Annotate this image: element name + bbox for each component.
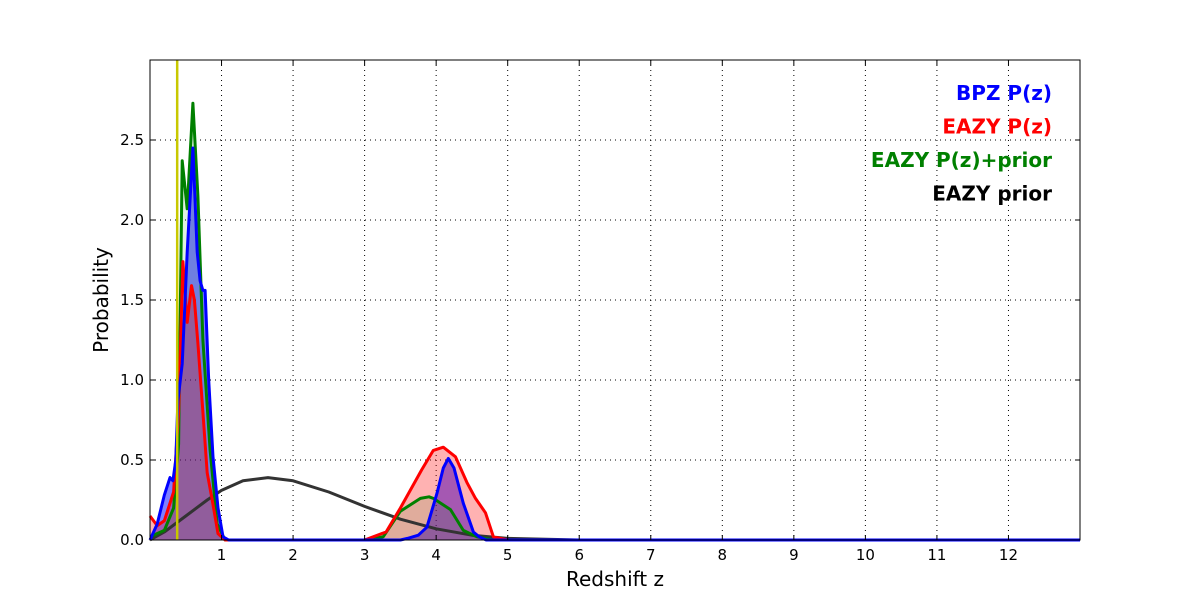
x-tick-label: 12	[999, 546, 1018, 564]
x-tick-label: 8	[718, 546, 728, 564]
x-tick-label: 4	[431, 546, 441, 564]
x-tick-label: 6	[574, 546, 584, 564]
y-tick-label: 2.5	[120, 131, 144, 149]
legend: BPZ P(z) EAZY P(z) EAZY P(z)+prior EAZY pri…	[871, 81, 1052, 206]
x-tick-label: 1	[217, 546, 227, 564]
x-tick-label: 10	[856, 546, 875, 564]
x-tick-label: 5	[503, 546, 513, 564]
x-tick-label: 2	[288, 546, 298, 564]
grid	[150, 60, 1080, 540]
y-axis-label: Probability	[89, 247, 113, 353]
y-tick-label: 0.5	[120, 451, 144, 469]
x-tick-label: 9	[789, 546, 799, 564]
axis-ticks: 1 2 3 4 5 6 7 8 9 10 11 120.00.51.01.52.02.5	[120, 60, 1080, 564]
y-tick-label: 0.0	[120, 531, 144, 549]
x-tick-label: 3	[360, 546, 370, 564]
legend-eazy-p-z-prior: EAZY P(z)+prior	[871, 148, 1052, 172]
x-axis-label: Redshift z	[566, 567, 664, 591]
legend-eazy-p-z: EAZY P(z)	[942, 115, 1052, 139]
legend-bpz-p-z: BPZ P(z)	[956, 81, 1052, 105]
legend-eazy-prior: EAZY prior	[932, 182, 1052, 206]
y-tick-label: 1.0	[120, 371, 144, 389]
eazy-p-z-prior-fill	[150, 103, 494, 540]
eazy-prior-line	[149, 476, 651, 542]
y-tick-label: 1.5	[120, 291, 144, 309]
series-fills	[150, 103, 1080, 540]
x-tick-label: 11	[927, 546, 946, 564]
x-tick-label: 7	[646, 546, 656, 564]
y-tick-label: 2.0	[120, 211, 144, 229]
